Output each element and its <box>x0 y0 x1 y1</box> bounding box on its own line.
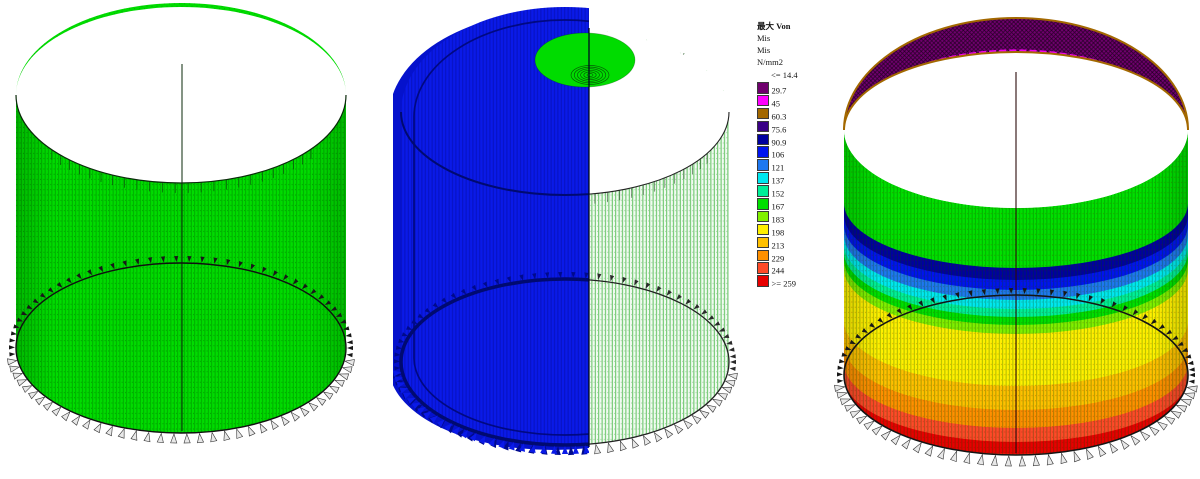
legend-row: 244 <box>757 261 839 276</box>
legend-swatch <box>757 107 769 120</box>
legend-value-label: 183 <box>771 214 785 225</box>
legend-swatch <box>757 236 769 249</box>
legend-row: 198 <box>757 223 839 238</box>
legend-swatch <box>757 223 769 236</box>
legend-swatch <box>757 262 769 274</box>
legend-swatch <box>757 210 769 223</box>
legend-row: 167 <box>757 197 839 212</box>
legend-value-label: 137 <box>771 175 785 186</box>
legend-title-line: Mis <box>757 33 771 43</box>
legend-value-label: 121 <box>771 162 785 173</box>
von-mises-contour-figure <box>834 17 1198 467</box>
legend-row: 229 <box>757 249 839 264</box>
legend-row: 121 <box>757 158 839 173</box>
stress-legend: 最大 Von Mis Mis N/mm2 <= 14.4 29.7 45 60.3 7… <box>757 20 839 289</box>
legend-title-line: N/mm2 <box>757 57 783 67</box>
fluid-structure-cutaway-figure <box>393 7 738 456</box>
legend-row: >= 259 <box>757 274 839 289</box>
legend-row: 183 <box>757 210 839 225</box>
legend-swatch <box>757 185 769 197</box>
legend-swatch <box>757 249 769 262</box>
legend-swatch <box>757 120 769 133</box>
legend-row: 137 <box>757 171 839 186</box>
legend-value-label: 45 <box>771 98 781 109</box>
legend-row: 90.9 <box>757 133 839 148</box>
legend-row: 29.7 <box>757 81 839 96</box>
legend-value-label: 167 <box>771 201 785 212</box>
legend-title-line: 最大 Von <box>757 21 791 31</box>
legend-value-label: 229 <box>771 253 785 264</box>
legend-value-label: 90.9 <box>771 137 787 148</box>
legend-swatch <box>757 94 769 107</box>
legend-row: 75.6 <box>757 120 839 135</box>
legend-row: 213 <box>757 236 839 251</box>
legend-value-label: >= 259 <box>771 278 796 289</box>
legend-row: 60.3 <box>757 107 839 122</box>
legend-swatch <box>757 172 769 184</box>
legend-value-label: 152 <box>771 188 785 199</box>
legend-min-label: <= 14.4 <box>771 70 798 80</box>
legend-value-label: 29.7 <box>771 85 787 96</box>
legend-value-label: 244 <box>771 265 785 276</box>
legend-row: 106 <box>757 145 839 160</box>
legend-swatch <box>757 275 769 287</box>
legend-value-label: 213 <box>771 240 785 251</box>
legend-swatch <box>757 82 769 94</box>
legend-row: 45 <box>757 94 839 109</box>
legend-value-label: 106 <box>771 149 785 160</box>
legend-value-label: 198 <box>771 227 785 238</box>
legend-row: 152 <box>757 184 839 199</box>
legend-swatch <box>757 159 769 171</box>
legend-value-label: 60.3 <box>771 111 787 122</box>
legend-swatch <box>757 198 769 210</box>
legend-title: 最大 Von Mis Mis N/mm2 <box>757 20 839 68</box>
legend-swatch <box>757 146 769 158</box>
shell-mesh-model-figure <box>7 3 355 444</box>
legend-scale: 29.7 45 60.3 75.6 90.9 106 121 137 152 167 183 198 2… <box>757 81 839 289</box>
legend-swatch <box>757 133 769 146</box>
legend-title-line: Mis <box>757 45 771 55</box>
legend-value-label: 75.6 <box>771 124 787 135</box>
